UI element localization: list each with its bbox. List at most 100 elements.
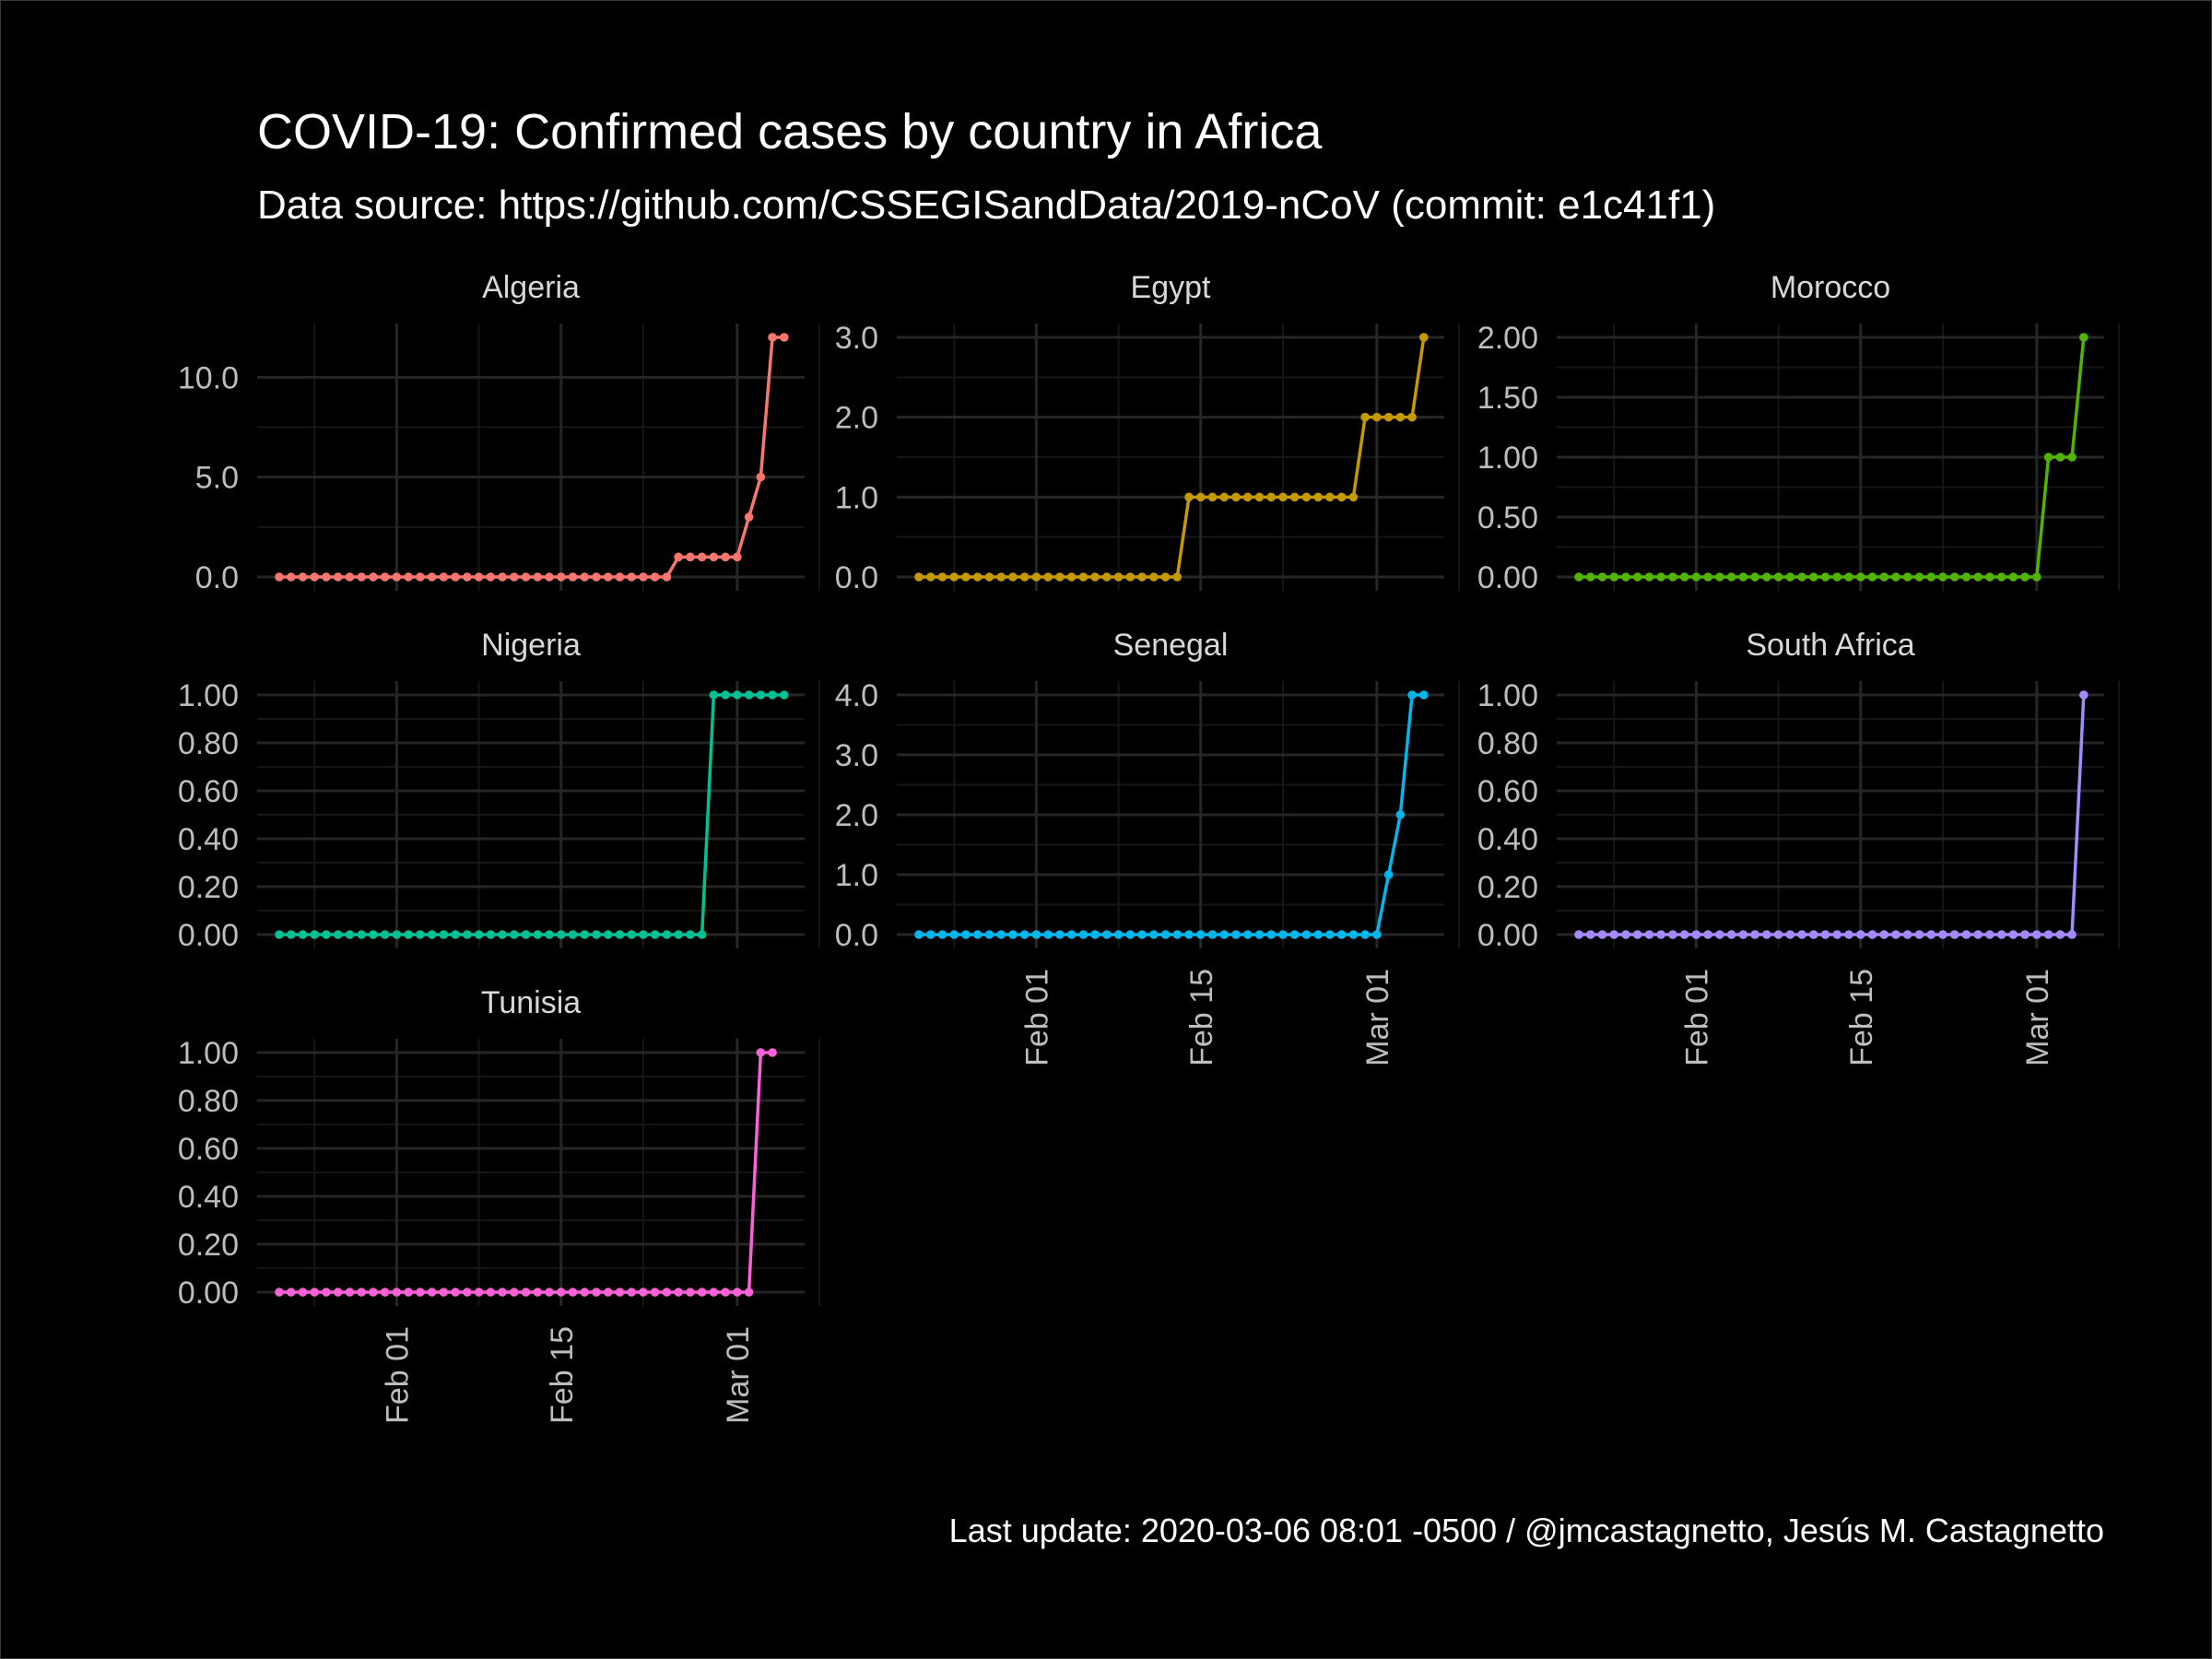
data-point (1254, 930, 1265, 939)
data-point (1066, 930, 1077, 939)
y-tick-label: 5.0 (195, 461, 239, 496)
data-point (639, 1288, 648, 1297)
data-point (650, 930, 660, 939)
y-tick-label: 2.0 (835, 798, 878, 833)
data-point (2079, 690, 2088, 700)
data-point (1372, 412, 1382, 422)
data-point (1125, 572, 1135, 582)
data-point (427, 572, 437, 582)
y-tick-label: 0.80 (178, 726, 239, 761)
data-point (556, 572, 566, 582)
data-point (1219, 492, 1230, 502)
data-point (1102, 572, 1112, 582)
data-point (1902, 930, 1912, 939)
data-point (972, 572, 982, 582)
data-point (914, 572, 924, 582)
data-point (627, 572, 636, 582)
data-point (1809, 930, 1818, 939)
data-point (416, 930, 425, 939)
data-point (498, 930, 507, 939)
data-point (1879, 572, 1889, 582)
data-point (1679, 572, 1689, 582)
data-point (949, 572, 959, 582)
data-point (1656, 930, 1665, 939)
data-point (2055, 453, 2065, 462)
data-point (1184, 930, 1194, 939)
data-point (2008, 572, 2018, 582)
data-point (1348, 930, 1359, 939)
data-point (1773, 572, 1783, 582)
data-point (1621, 572, 1630, 582)
data-point (1008, 572, 1018, 582)
data-point (1938, 572, 1947, 582)
facet-strip-label: Algeria (482, 270, 580, 305)
data-point (1738, 930, 1748, 939)
data-point (2043, 453, 2053, 462)
data-point (639, 572, 648, 582)
data-point (984, 930, 994, 939)
data-point (427, 930, 437, 939)
data-point (721, 690, 730, 700)
data-point (580, 930, 590, 939)
y-tick-label: 0.0 (835, 560, 878, 595)
data-point (1008, 930, 1018, 939)
data-point (322, 572, 331, 582)
data-point (1750, 930, 1759, 939)
data-point (556, 930, 566, 939)
data-point (451, 930, 460, 939)
y-tick-label: 0.80 (1477, 726, 1538, 761)
data-point (2055, 930, 2065, 939)
panel-senegal: 0.0 1.0 2.0 3.0 4.0 Senegal Feb 01 Feb 15 Mar 01 (835, 628, 1461, 1066)
data-point (1762, 572, 1771, 582)
data-point (709, 690, 719, 700)
data-point (545, 572, 554, 582)
data-point (404, 930, 413, 939)
data-point (733, 552, 742, 562)
data-point (545, 930, 554, 939)
data-point (721, 1288, 730, 1297)
data-point (486, 930, 496, 939)
data-point (1407, 690, 1417, 700)
data-point (1644, 572, 1654, 582)
data-point (1785, 572, 1795, 582)
data-point (310, 1288, 320, 1297)
data-point (1383, 412, 1394, 422)
data-point (1773, 930, 1783, 939)
y-tick-label: 3.0 (835, 738, 878, 773)
panel-tunisia: 0.00 0.20 0.40 0.60 0.80 1.00 Tunisia Feb 01 Feb… (178, 985, 821, 1424)
data-point (615, 572, 625, 582)
data-point (686, 930, 695, 939)
data-point (275, 572, 284, 582)
data-point (1043, 572, 1053, 582)
data-point (744, 690, 754, 700)
y-tick-label: 0.20 (1477, 870, 1538, 905)
x-tick-label: Mar 01 (2020, 969, 2055, 1066)
data-point (1973, 572, 1983, 582)
x-tick-label: Feb 15 (545, 1326, 580, 1424)
data-point (1031, 930, 1041, 939)
data-point (333, 1288, 343, 1297)
data-point (1219, 930, 1230, 939)
data-point (333, 572, 343, 582)
data-point (533, 930, 543, 939)
data-point (2067, 930, 2077, 939)
data-point (1301, 492, 1312, 502)
data-point (1844, 930, 1853, 939)
data-point (533, 572, 543, 582)
data-point (1914, 930, 1924, 939)
data-point (1597, 572, 1607, 582)
data-point (1585, 930, 1595, 939)
data-point (1207, 930, 1218, 939)
data-point (1632, 572, 1642, 582)
panel-algeria: 0.0 5.0 10.0 Algeria (178, 270, 821, 595)
data-point (1679, 930, 1689, 939)
data-point (369, 1288, 378, 1297)
data-point (662, 930, 672, 939)
data-point (756, 1048, 766, 1057)
data-point (1668, 572, 1677, 582)
data-point (1961, 572, 1971, 582)
data-point (1609, 930, 1619, 939)
data-point (416, 1288, 425, 1297)
data-point (1313, 492, 1323, 502)
